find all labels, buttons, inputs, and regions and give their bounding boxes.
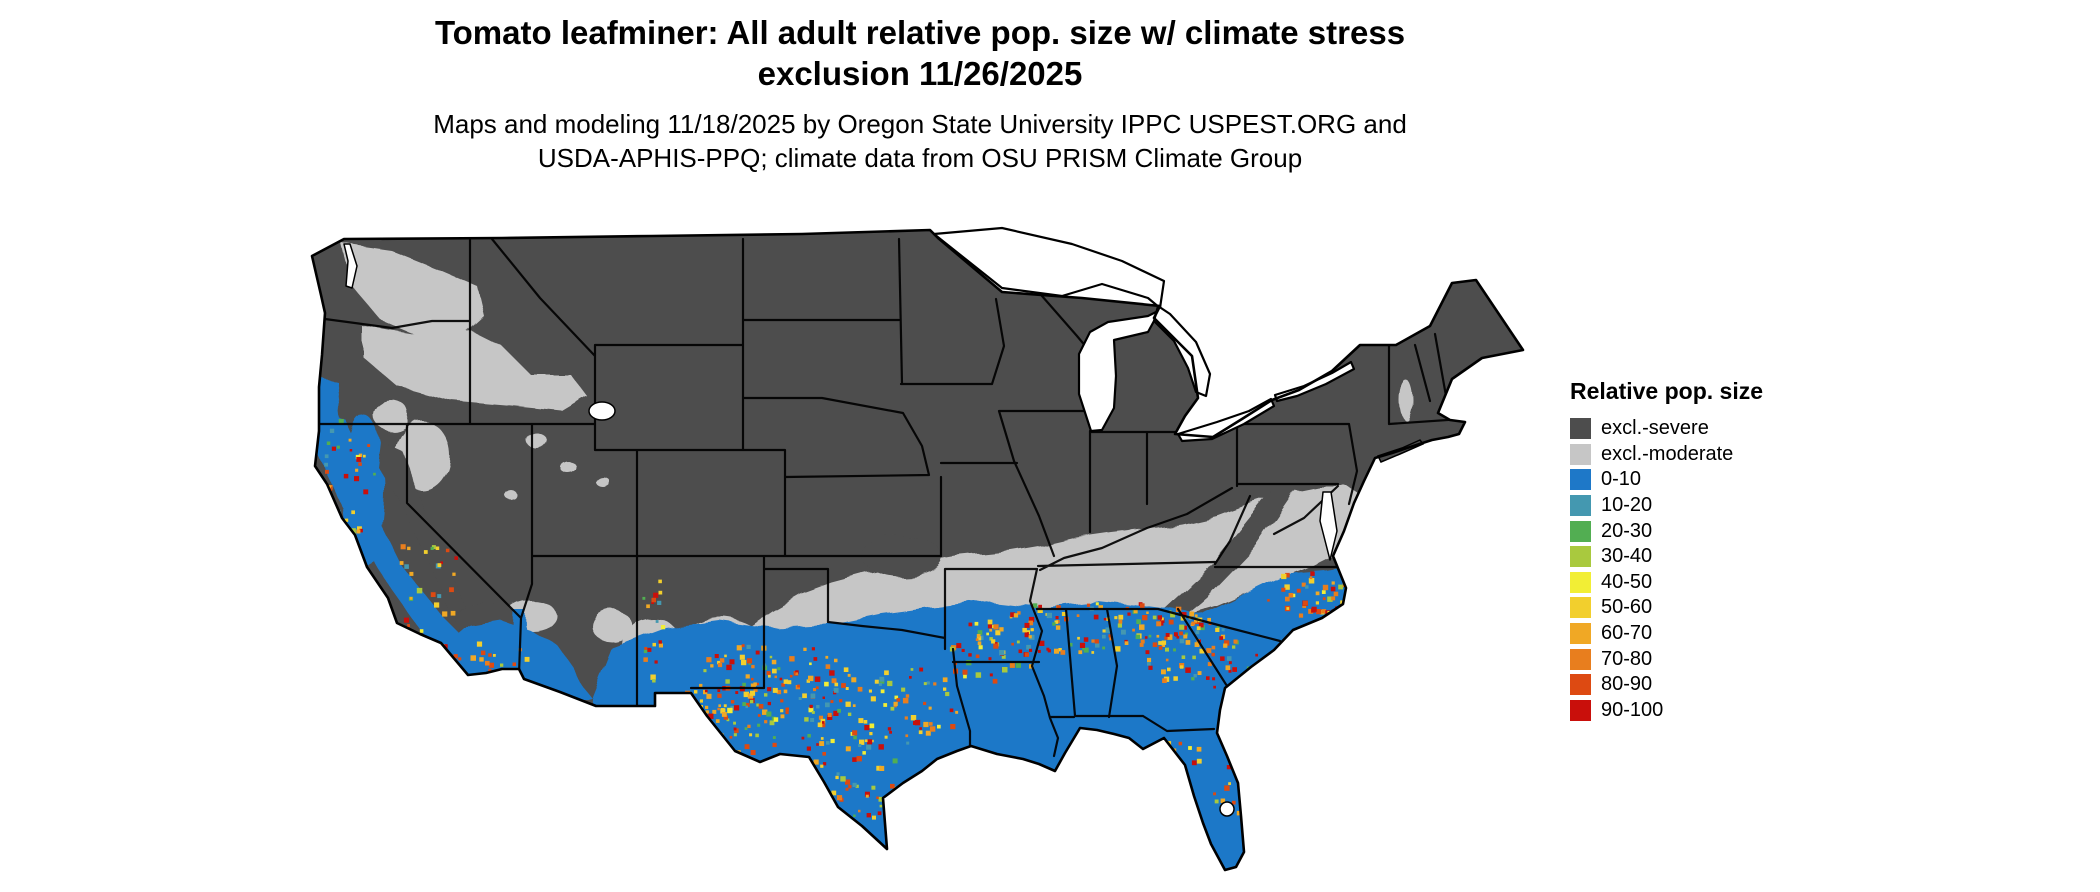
chesapeake-bay <box>1319 491 1338 561</box>
us-outline <box>310 228 1525 872</box>
map-title-line2: exclusion 11/26/2025 <box>757 55 1083 92</box>
legend-item-label: 0-10 <box>1601 468 1642 491</box>
legend-swatch <box>1570 648 1591 670</box>
lake-okeechobee <box>1219 801 1235 817</box>
map-speckle-raster <box>324 418 1350 870</box>
legend-swatch <box>1570 520 1591 542</box>
legend-item-label: 30-40 <box>1601 545 1653 568</box>
legend-swatch <box>1570 495 1591 517</box>
legend-item-label: excl.-severe <box>1601 417 1709 440</box>
legend-item-label: excl.-moderate <box>1601 442 1734 465</box>
legend-item-label: 60-70 <box>1601 622 1653 645</box>
legend-item: 70-80 <box>1570 646 1763 672</box>
legend-title: Relative pop. size <box>1570 378 1764 404</box>
legend-item: 20-30 <box>1570 518 1763 544</box>
us-map-svg <box>310 226 1525 872</box>
legend-swatch <box>1570 418 1591 440</box>
legend-swatch <box>1570 443 1591 465</box>
legend-swatch <box>1570 571 1591 593</box>
legend-item: 30-40 <box>1570 544 1763 570</box>
legend-item: 80-90 <box>1570 672 1763 698</box>
map-subtitle-line1: Maps and modeling 11/18/2025 by Oregon S… <box>433 109 1407 139</box>
legend-item-label: 20-30 <box>1601 519 1653 542</box>
legend-item: 50-60 <box>1570 595 1763 621</box>
legend-rows: excl.-severe excl.-moderate 0-10 10-20 20-30… <box>1570 416 1763 723</box>
legend-swatch <box>1570 469 1591 491</box>
lake-huron <box>1152 304 1212 398</box>
title-block: Tomato leafminer: All adult relative pop… <box>0 12 1840 175</box>
legend-item: 60-70 <box>1570 621 1763 647</box>
legend-swatch <box>1570 623 1591 645</box>
legend-item-label: 50-60 <box>1601 596 1653 619</box>
legend-item: 40-50 <box>1570 570 1763 596</box>
legend-item: excl.-severe <box>1570 416 1763 442</box>
legend-swatch <box>1570 674 1591 696</box>
legend-item-label: 80-90 <box>1601 673 1653 696</box>
great-salt-lake <box>588 401 616 421</box>
subtitle-block: Maps and modeling 11/18/2025 by Oregon S… <box>0 107 1840 175</box>
us-map <box>302 226 1530 886</box>
lake-erie <box>1176 397 1276 443</box>
legend-item: excl.-moderate <box>1570 442 1763 468</box>
legend-item: 90-100 <box>1570 698 1763 724</box>
map-title-line1: Tomato leafminer: All adult relative pop… <box>434 14 1406 51</box>
map-raster-layers <box>312 230 1523 870</box>
legend-item-label: 70-80 <box>1601 647 1653 670</box>
legend-item-label: 10-20 <box>1601 494 1653 517</box>
great-lakes <box>343 226 1356 817</box>
legend-swatch <box>1570 546 1591 568</box>
legend-swatch <box>1570 597 1591 619</box>
legend-item: 0-10 <box>1570 467 1763 493</box>
legend-item: 10-20 <box>1570 493 1763 519</box>
puget-sound <box>343 243 358 289</box>
legend-item-label: 40-50 <box>1601 570 1653 593</box>
legend-item-label: 90-100 <box>1601 698 1664 721</box>
map-subtitle-line2: USDA-APHIS-PPQ; climate data from OSU PR… <box>537 143 1303 173</box>
legend: Relative pop. size excl.-severe excl.-mod… <box>1570 378 1763 723</box>
legend-swatch <box>1570 699 1591 721</box>
state-boundaries <box>315 237 1464 758</box>
